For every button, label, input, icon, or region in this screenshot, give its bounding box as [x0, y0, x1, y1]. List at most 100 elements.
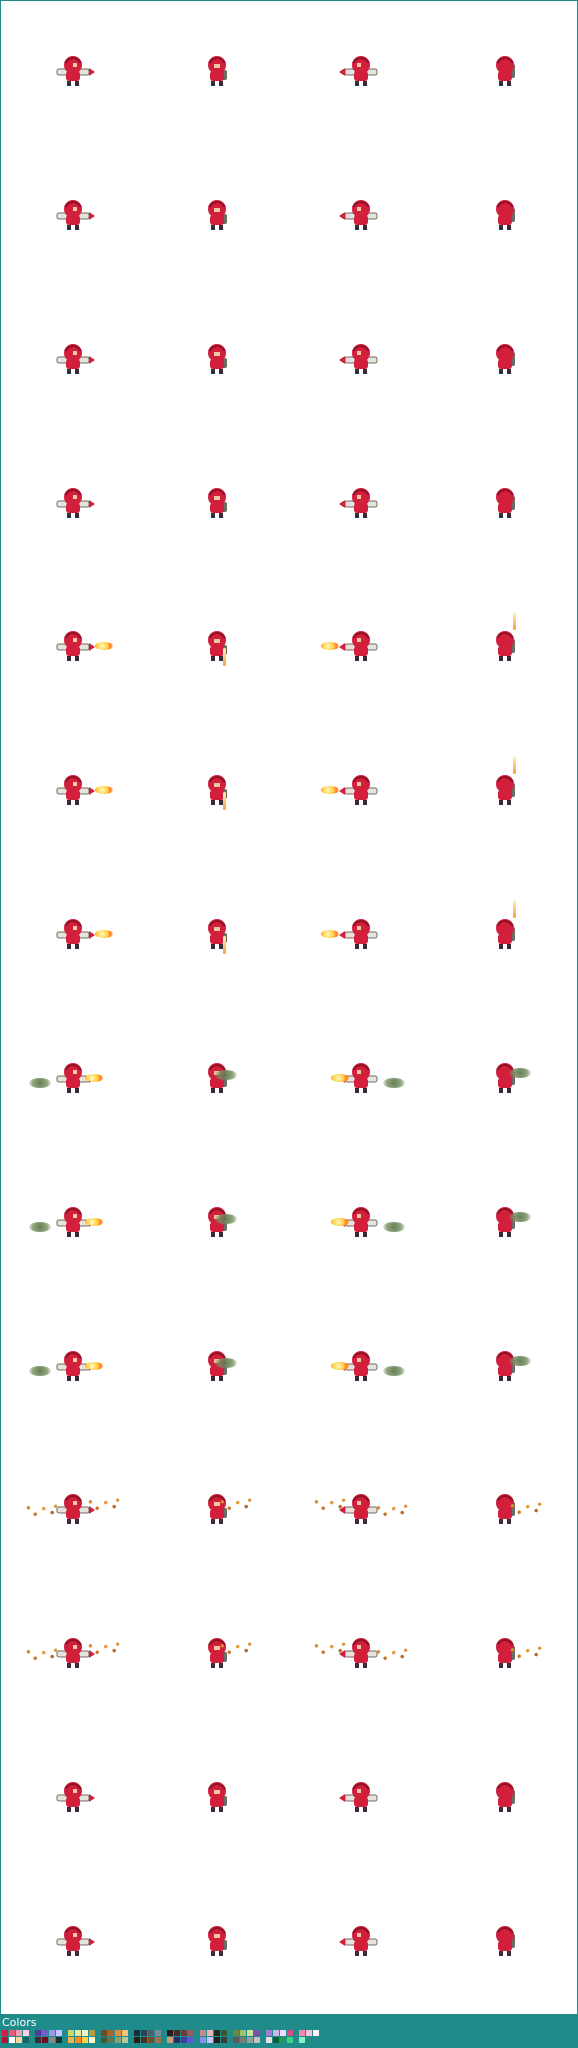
- sprite-cell: [1, 1439, 145, 1583]
- sprite-cell: [145, 145, 289, 289]
- soldier-sprite: [337, 51, 385, 89]
- palette-swatch: [141, 2030, 147, 2036]
- palette-swatch: [266, 2037, 272, 2043]
- soldier-sprite: [49, 1777, 97, 1815]
- soldier-sprite: [193, 1058, 241, 1096]
- soldier-sprite: [481, 1777, 529, 1815]
- soldier-sprite: [193, 51, 241, 89]
- palette-swatch: [240, 2030, 246, 2036]
- soldier-sprite: [481, 1346, 529, 1384]
- palette-swatch: [221, 2037, 227, 2043]
- soldier-sprite: [481, 1633, 529, 1671]
- palette-swatch: [299, 2030, 305, 2036]
- palette-footer: Colors: [0, 2014, 578, 2048]
- palette-swatch: [155, 2030, 161, 2036]
- palette-swatch: [23, 2030, 29, 2036]
- palette-swatch: [148, 2030, 154, 2036]
- palette-swatch: [23, 2037, 29, 2043]
- sprite-cell: [1, 720, 145, 864]
- palette-swatch: [273, 2030, 279, 2036]
- soldier-sprite: [481, 770, 529, 808]
- palette-swatch: [89, 2037, 95, 2043]
- exhaust-smoke: [29, 1077, 51, 1088]
- sprite-cell: [1, 1, 145, 145]
- palette-row-2: [2, 2037, 305, 2043]
- sprite-cell: [1, 1871, 145, 2015]
- sprite-cell: [289, 720, 433, 864]
- palette-swatch: [56, 2037, 62, 2043]
- soldier-sprite: [481, 51, 529, 89]
- sprite-cell: [433, 1008, 577, 1152]
- muzzle-flame: [95, 786, 113, 795]
- sprite-cell: [145, 864, 289, 1008]
- palette-gap: [162, 2037, 166, 2043]
- sprite-cell: [1, 1583, 145, 1727]
- soldier-sprite: [193, 770, 241, 808]
- soldier-sprite: [337, 914, 385, 952]
- exhaust-smoke: [383, 1365, 405, 1376]
- sprite-cell: [289, 433, 433, 577]
- palette-swatch: [214, 2037, 220, 2043]
- palette-gap: [261, 2037, 265, 2043]
- palette-swatch: [42, 2037, 48, 2043]
- palette-swatch: [221, 2030, 227, 2036]
- sprite-cell: [289, 864, 433, 1008]
- soldier-sprite: [481, 1058, 529, 1096]
- sprite-cell: [433, 576, 577, 720]
- sprite-cell: [1, 289, 145, 433]
- sprite-cell: [289, 1871, 433, 2015]
- palette-swatch: [42, 2030, 48, 2036]
- sprite-cell: [433, 145, 577, 289]
- soldier-sprite: [337, 1489, 385, 1527]
- palette-swatch: [141, 2037, 147, 2043]
- soldier-sprite: [49, 195, 97, 233]
- palette-swatch: [56, 2030, 62, 2036]
- muzzle-flame: [95, 642, 113, 651]
- sprite-cell: [433, 720, 577, 864]
- palette-gap: [96, 2030, 100, 2036]
- palette-swatch: [167, 2037, 173, 2043]
- soldier-sprite: [49, 1489, 97, 1527]
- palette-gap: [228, 2037, 232, 2043]
- sprite-cell: [289, 1152, 433, 1296]
- sprite-cell: [433, 433, 577, 577]
- palette-swatch: [68, 2030, 74, 2036]
- palette-swatch: [115, 2030, 121, 2036]
- palette-swatch: [188, 2030, 194, 2036]
- soldier-sprite: [193, 1202, 241, 1240]
- exhaust-smoke: [383, 1077, 405, 1088]
- sprite-cell: [1, 433, 145, 577]
- palette-swatch: [181, 2037, 187, 2043]
- palette-swatch: [200, 2030, 206, 2036]
- palette-swatch: [214, 2030, 220, 2036]
- palette-swatch: [82, 2037, 88, 2043]
- soldier-sprite: [337, 483, 385, 521]
- sprite-cell: [433, 864, 577, 1008]
- palette-swatch: [306, 2030, 312, 2036]
- soldier-sprite: [193, 339, 241, 377]
- sprite-cell: [433, 1439, 577, 1583]
- soldier-sprite: [49, 914, 97, 952]
- palette-gap: [129, 2030, 133, 2036]
- palette-swatch: [287, 2037, 293, 2043]
- soldier-sprite: [337, 770, 385, 808]
- palette-swatch: [188, 2037, 194, 2043]
- sprite-cell: [145, 289, 289, 433]
- palette-swatch: [207, 2037, 213, 2043]
- palette-swatch: [122, 2030, 128, 2036]
- sprite-cell: [289, 1296, 433, 1440]
- sprite-cell: [433, 1583, 577, 1727]
- sprite-cell: [289, 1439, 433, 1583]
- soldier-sprite: [49, 1346, 97, 1384]
- soldier-sprite: [337, 339, 385, 377]
- sprite-cell: [289, 1727, 433, 1871]
- soldier-sprite: [337, 1346, 385, 1384]
- soldier-sprite: [337, 626, 385, 664]
- palette-swatch: [9, 2030, 15, 2036]
- muzzle-flame: [95, 930, 113, 939]
- palette-gap: [129, 2037, 133, 2043]
- palette-gap: [63, 2030, 67, 2036]
- palette-swatch: [240, 2037, 246, 2043]
- sprite-cell: [433, 1, 577, 145]
